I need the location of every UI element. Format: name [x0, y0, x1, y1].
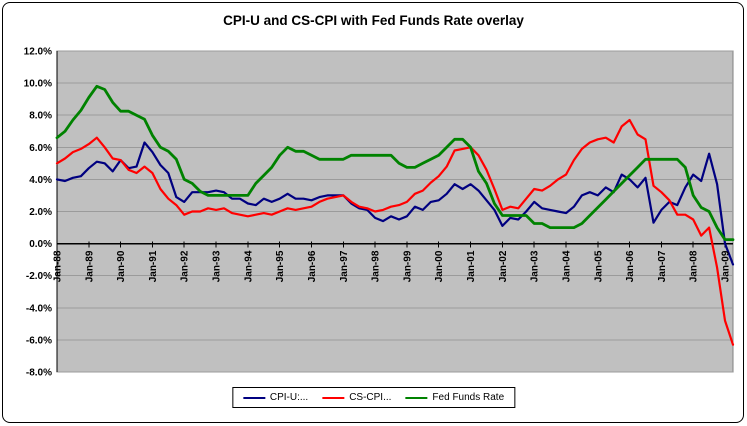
x-tick-label: Jan-88 [53, 250, 64, 282]
y-tick-label: -8.0% [26, 368, 52, 379]
x-tick-label: Jan-99 [402, 250, 413, 282]
x-tick-label: Jan-02 [498, 250, 509, 282]
x-tick-label: Jan-90 [116, 250, 127, 282]
x-tick-label: Jan-01 [466, 250, 477, 282]
x-tick-label: Jan-94 [243, 250, 254, 282]
y-tick-label: 6.0% [29, 143, 52, 154]
x-tick-label: Jan-97 [339, 250, 350, 282]
x-tick-label: Jan-07 [657, 250, 668, 282]
chart-legend: CPI-U:... CS-CPI... Fed Funds Rate [231, 387, 516, 408]
x-tick-label: Jan-03 [530, 250, 541, 282]
x-tick-label: Jan-98 [371, 250, 382, 282]
series-line-fed-funds [55, 84, 735, 242]
x-tick-label: Jan-96 [307, 250, 318, 282]
x-tick-label: Jan-95 [275, 250, 286, 282]
y-tick-label: 8.0% [29, 111, 52, 122]
y-tick-label: 12.0% [24, 47, 52, 58]
legend-item-cpi-u: CPI-U:... [242, 392, 309, 403]
x-tick-label: Jan-89 [84, 250, 95, 282]
legend-label-cs-cpi: CS-CPI... [349, 392, 392, 403]
legend-item-fed-funds: Fed Funds Rate [405, 392, 504, 403]
x-tick-label: Jan-09 [721, 250, 732, 282]
y-tick-label: 2.0% [29, 207, 52, 218]
y-tick-label: -2.0% [26, 271, 52, 282]
series-line-cs-cpi [55, 118, 735, 346]
x-tick-label: Jan-92 [180, 250, 191, 282]
x-tick-label: Jan-05 [593, 250, 604, 282]
y-tick-label: 10.0% [24, 79, 52, 90]
x-tick-label: Jan-08 [689, 250, 700, 282]
fed-funds-line-swatch [405, 396, 428, 399]
y-tick-label: 4.0% [29, 175, 52, 186]
x-tick-label: Jan-93 [212, 250, 223, 282]
x-tick-label: Jan-06 [625, 250, 636, 282]
legend-label-cpi-u: CPI-U:... [269, 392, 309, 403]
y-tick-label: -6.0% [26, 335, 52, 346]
x-tick-label: Jan-91 [148, 250, 159, 282]
cs-cpi-line-swatch [322, 396, 345, 399]
chart-title: CPI-U and CS-CPI with Fed Funds Rate ove… [223, 13, 524, 28]
y-tick-label: 0.0% [29, 239, 52, 250]
legend-label-fed-funds: Fed Funds Rate [432, 392, 505, 403]
x-tick-label: Jan-04 [561, 250, 572, 282]
cpi-u-line-swatch [242, 396, 265, 399]
y-tick-label: -4.0% [26, 303, 52, 314]
legend-item-cs-cpi: CS-CPI... [322, 392, 391, 403]
series-line-cpi-u [55, 141, 735, 266]
x-tick-label: Jan-00 [434, 250, 445, 282]
